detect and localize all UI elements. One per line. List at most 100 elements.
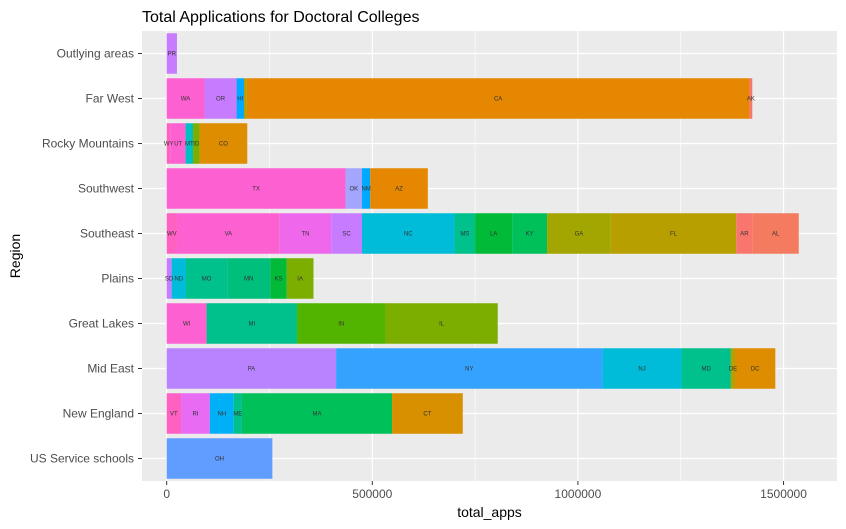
segment-label: CT [423,412,431,418]
segment-label: ND [174,277,183,283]
segment-label: MS [460,232,469,238]
bar-segment [166,438,273,479]
bar-segment [166,123,171,164]
chart-title: Total Applications for Doctoral Colleges [142,9,419,26]
bar-segment [370,168,428,209]
segment-label: UT [174,142,182,148]
bar-segment [246,78,750,119]
segment-label: PA [248,367,256,373]
bar-segment [166,258,172,299]
bar-segment [236,78,244,119]
bar-segment [547,213,611,254]
segment-label: WA [181,97,190,103]
bar-segment [171,258,187,299]
bar-segment [279,213,332,254]
segment-label: KS [275,277,283,283]
bar-segment [336,348,603,389]
x-tick-label: 0 [163,487,170,501]
bar-segment [166,393,182,434]
bar-segment [345,168,363,209]
segment-label: NM [361,187,370,193]
y-tick-label: Outlying areas [57,47,134,61]
segment-label: MT [185,142,194,148]
bar-segment [204,78,237,119]
bar-segment [186,258,228,299]
bar-segment [681,348,731,389]
x-axis: 0 500000 1000000 1500000 [163,481,807,501]
bar-segment [166,78,205,119]
y-axis-title: Region [7,234,23,278]
y-tick-label: Rocky Mountains [42,137,134,151]
segment-labels: PR WA OR HI CA AK WY UT MT ID CO TX OK NM AZ WV VA TN SC NC… [164,52,780,463]
segment-label: MN [244,277,253,283]
segment-label: TN [301,232,309,238]
x-tick-label: 500000 [352,487,392,501]
y-tick-label: Southwest [78,182,135,196]
bar-segment [297,303,386,344]
bar-segment [736,213,753,254]
bar-segment [166,348,337,389]
y-tick-label: Mid East [87,362,134,376]
bar-segment [602,348,682,389]
segment-label: MD [702,367,712,373]
y-tick-label: Southeast [80,227,135,241]
bar-segment [392,393,463,434]
segment-label: TX [252,187,260,193]
segment-label: PR [168,52,177,58]
bar-segment [454,213,476,254]
bar-segment [166,303,207,344]
segment-label: AZ [395,187,403,193]
segment-label: WI [183,322,191,328]
segment-label: ID [193,142,200,148]
segment-label: MI [248,322,255,328]
bar-segment [170,123,186,164]
segment-label: MO [202,277,212,283]
y-axis: Outlying areas Far West Rocky Mountains Sou… [30,47,142,466]
bar-segment [735,348,776,389]
segment-label: VT [170,412,178,418]
segment-label: RI [192,412,198,418]
segment-label: DE [729,367,737,373]
segment-label: WV [167,232,177,238]
segment-label: HI [237,97,243,103]
bar-segment [166,168,346,209]
segment-label: AL [772,232,780,238]
bar-segment [610,213,737,254]
segment-label: CO [219,142,228,148]
bar-segment [185,123,193,164]
y-tick-label: New England [63,407,134,421]
segment-label: KY [526,232,534,238]
bar-segment [270,258,287,299]
segment-label: LA [490,232,497,238]
bar-segment [166,33,177,74]
segment-label: FL [670,232,678,238]
segment-label: AR [740,232,749,238]
segment-label: IL [439,322,445,328]
segment-label: GA [575,232,584,238]
segment-label: NC [404,232,413,238]
bar-segment [233,393,242,434]
segment-label: DC [751,367,760,373]
segment-label: CA [494,97,502,103]
bar-segment [749,78,753,119]
segment-label: VA [225,232,233,238]
x-tick-label: 1000000 [555,487,602,501]
bar-segment [362,168,371,209]
segment-label: OR [216,97,226,103]
bar-segment [243,78,247,119]
segment-label: IN [338,322,344,328]
segment-label: SC [342,232,351,238]
bar-segment [512,213,548,254]
bar-segment [166,213,177,254]
bar-segment [206,303,298,344]
bar-segment [192,123,200,164]
bar-segment [209,393,234,434]
bar-segment [181,393,210,434]
bar-segment [227,258,271,299]
y-tick-label: Plains [101,272,134,286]
bar-segment [286,258,314,299]
y-tick-label: US Service schools [30,452,134,466]
bar-segment [176,213,280,254]
bar-segment [199,123,248,164]
